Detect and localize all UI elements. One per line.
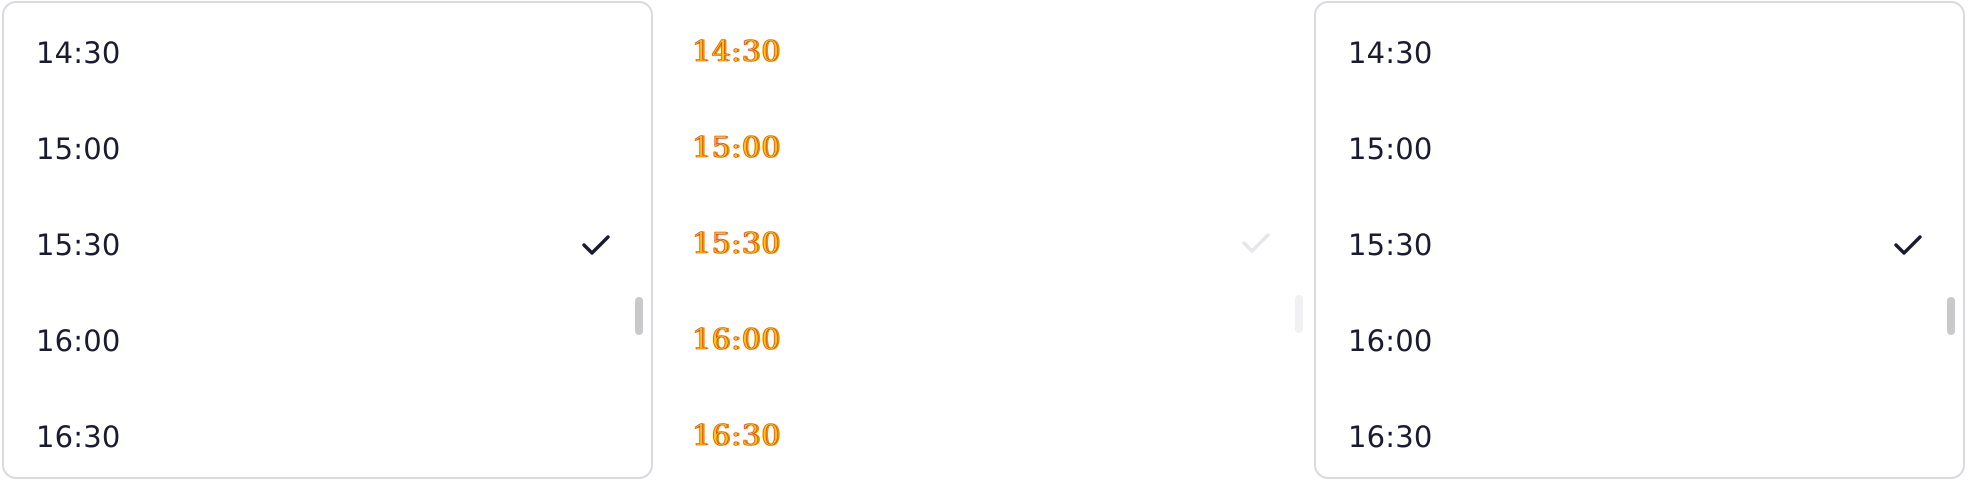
- time-option-1630[interactable]: 16:30: [1316, 389, 1963, 477]
- time-option-1530-selected[interactable]: 15:30: [4, 197, 651, 293]
- time-option-1500[interactable]: 15:00: [660, 99, 1311, 195]
- time-option-1600[interactable]: 16:00: [1316, 293, 1963, 389]
- time-option-1430[interactable]: 14:30: [4, 5, 651, 101]
- scrollbar-thumb[interactable]: [635, 297, 643, 335]
- time-option-label: 16:30: [692, 418, 781, 453]
- time-option-1600[interactable]: 16:00: [660, 291, 1311, 387]
- time-dropdown-list-diff: 14:30 15:00 15:30 16:00 16:30: [660, 1, 1311, 479]
- check-icon: [1242, 233, 1270, 253]
- check-icon: [582, 235, 610, 255]
- time-option-label: 15:00: [1348, 132, 1433, 166]
- scrollbar-thumb[interactable]: [1295, 295, 1303, 333]
- time-option-label: 15:30: [36, 228, 121, 262]
- time-option-1630[interactable]: 16:30: [4, 389, 651, 477]
- time-option-label: 16:00: [692, 322, 781, 357]
- scrollbar-thumb[interactable]: [1947, 297, 1955, 335]
- time-option-label: 15:00: [36, 132, 121, 166]
- time-option-1600[interactable]: 16:00: [4, 293, 651, 389]
- time-option-1430[interactable]: 14:30: [1316, 5, 1963, 101]
- time-option-1500[interactable]: 15:00: [4, 101, 651, 197]
- time-option-label: 14:30: [1348, 36, 1433, 70]
- check-icon: [1894, 235, 1922, 255]
- time-dropdown-list-left: 14:30 15:00 15:30 16:00 16:30: [2, 1, 653, 479]
- time-option-label: 16:30: [36, 420, 121, 454]
- time-option-label: 15:00: [692, 130, 781, 165]
- time-option-label: 16:30: [1348, 420, 1433, 454]
- time-option-label: 15:30: [692, 226, 781, 261]
- time-option-1500[interactable]: 15:00: [1316, 101, 1963, 197]
- time-option-1530-selected[interactable]: 15:30: [1316, 197, 1963, 293]
- time-option-label: 14:30: [692, 34, 781, 69]
- time-option-1630[interactable]: 16:30: [660, 387, 1311, 479]
- time-option-label: 15:30: [1348, 228, 1433, 262]
- time-dropdown-list-right: 14:30 15:00 15:30 16:00 16:30: [1314, 1, 1965, 479]
- time-option-label: 14:30: [36, 36, 121, 70]
- time-option-label: 16:00: [36, 324, 121, 358]
- time-option-label: 16:00: [1348, 324, 1433, 358]
- time-option-1530-selected[interactable]: 15:30: [660, 195, 1311, 291]
- time-option-1430[interactable]: 14:30: [660, 3, 1311, 99]
